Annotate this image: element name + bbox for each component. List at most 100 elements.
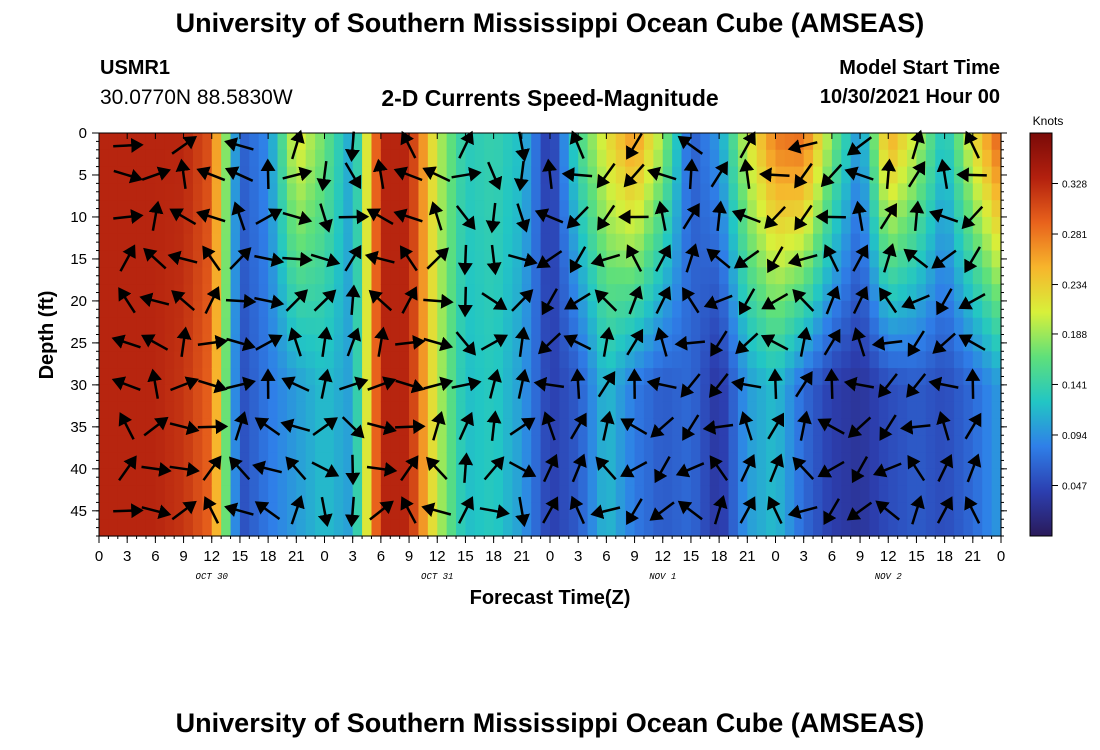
heatmap-cell [662,183,673,201]
heatmap-cell [963,317,974,336]
heatmap-cell [99,233,109,252]
heatmap-cell [982,418,993,436]
heatmap-cell [568,519,579,537]
heatmap-cell [99,384,109,403]
heatmap-cell [606,284,617,302]
heatmap-cell [963,267,974,285]
heatmap-cell [672,368,683,386]
heatmap-cell [531,317,542,336]
current-vector [966,453,982,483]
current-vector [422,166,451,183]
current-vector [936,496,954,524]
heatmap-cell [615,133,626,151]
heatmap-cell [352,485,363,504]
heatmap-cell [982,284,993,302]
heatmap-cell [437,284,448,302]
heatmap-cell [249,166,260,184]
heatmap-cell [127,468,138,487]
heatmap-cell [737,384,748,403]
heatmap-cell [127,334,138,352]
heatmap-cell [474,183,485,201]
heatmap-cell [427,368,438,386]
heatmap-cell [737,317,748,336]
heatmap-cell [174,418,185,436]
heatmap-cell [888,166,899,184]
heatmap-cell [991,250,1002,268]
heatmap-cell [700,468,711,487]
heatmap-cell [164,418,175,436]
heatmap-cell [813,334,824,352]
current-vector [767,368,783,399]
heatmap-cell [456,200,467,218]
heatmap-cell [333,233,344,252]
heatmap-cell [925,200,936,218]
heatmap-cell [643,183,654,201]
heatmap-cell [99,250,109,268]
heatmap-cell [803,149,814,168]
heatmap-cell [108,284,119,302]
current-vector [852,286,869,315]
heatmap-cell [164,149,175,168]
heatmap-cell [775,183,786,201]
heatmap-cell [991,149,1002,168]
heatmap-cell [512,183,523,201]
heatmap-cell [982,317,993,336]
heatmap-cell [719,435,730,453]
heatmap-cell [333,401,344,420]
heatmap-cell [719,384,730,403]
heatmap-cell [954,133,965,151]
current-vector [795,370,813,398]
heatmap-cell [446,502,457,520]
heatmap-cell [662,368,673,386]
heatmap-cell [606,233,617,252]
x-tick-label: 12 [203,548,220,565]
heatmap-cell [371,351,382,369]
heatmap-cell [803,250,814,268]
heatmap-cell [127,267,138,285]
heatmap-cell [512,418,523,436]
current-vector [400,130,417,159]
heatmap-cell [465,502,476,520]
heatmap-cell [249,519,260,537]
heatmap-cell [239,216,250,235]
heatmap-cell [343,216,354,235]
heatmap-cell [709,267,720,285]
heatmap-cell [813,166,824,184]
heatmap-cell [653,401,664,420]
heatmap-cell [709,166,720,184]
heatmap-cell [474,133,485,151]
heatmap-cell [878,166,889,184]
heatmap-cell [963,183,974,201]
heatmap-cell [174,133,185,151]
heatmap-cell [202,401,213,420]
heatmap-cell [174,149,185,168]
current-vector [451,376,482,392]
heatmap-cell [352,133,363,151]
heatmap-cell [972,401,983,420]
heatmap-cell [437,418,448,436]
heatmap-cell [183,519,194,537]
heatmap-cell [897,233,908,252]
heatmap-cell [991,317,1002,336]
heatmap-cell [982,300,993,319]
current-vector [563,334,592,351]
heatmap-cell [305,133,316,151]
heatmap-cell [221,183,232,201]
heatmap-cell [550,485,560,504]
current-vector [458,130,474,159]
heatmap-cell [681,368,692,386]
heatmap-cell [315,468,326,487]
heatmap-cell [456,317,467,336]
heatmap-cell [888,233,899,252]
heatmap-cell [108,149,119,168]
heatmap-cell [935,149,946,168]
heatmap-cell [174,468,185,487]
chart-subtitle: 2-D Currents Speed-Magnitude [381,85,719,111]
heatmap-cell [155,250,166,268]
heatmap-cell [625,183,636,201]
heatmap-cell [108,384,119,403]
heatmap-cell [615,250,626,268]
heatmap-cell [512,317,523,336]
heatmap-cell [399,351,410,369]
heatmap-cell [794,368,805,386]
